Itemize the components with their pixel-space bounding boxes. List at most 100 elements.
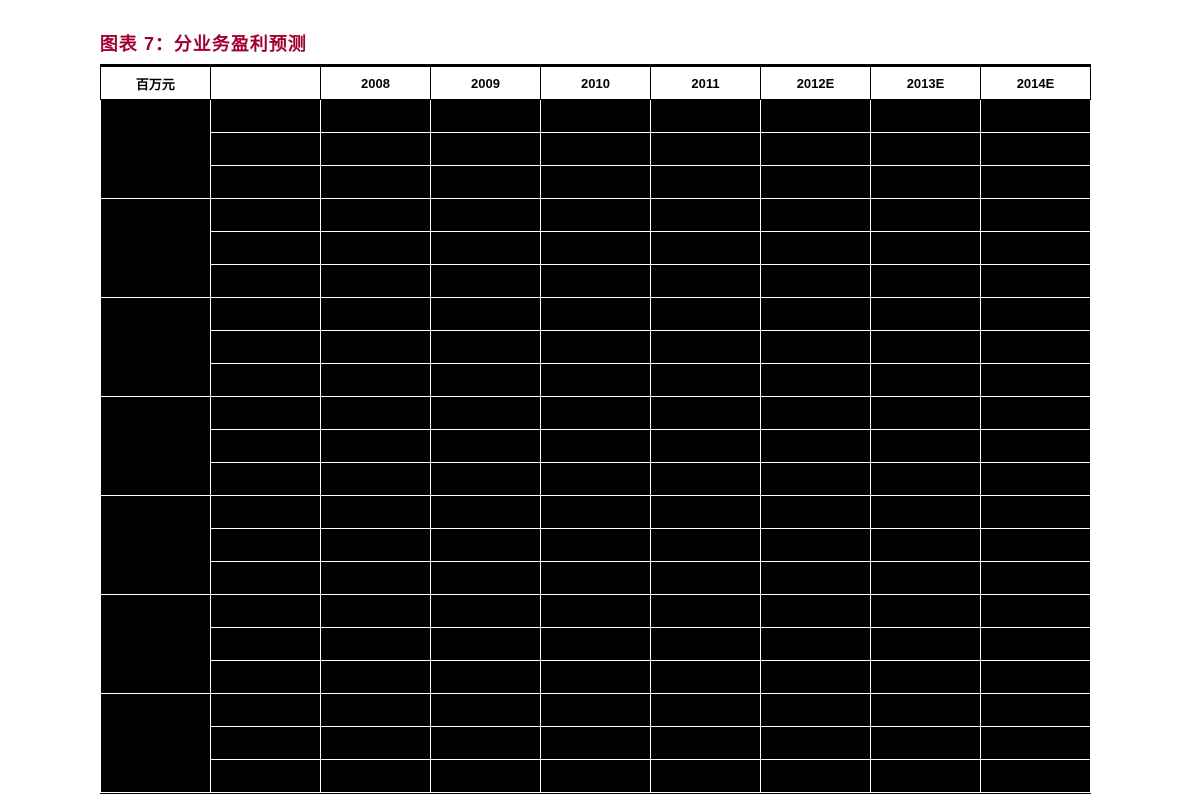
metric-cell	[211, 430, 321, 463]
value-cell	[871, 364, 981, 397]
table-row	[101, 628, 1091, 661]
header-row: 百万元 2008 2009 2010 2011 2012E 2013E 2014…	[101, 67, 1091, 100]
value-cell	[541, 496, 651, 529]
value-cell	[981, 331, 1091, 364]
value-cell	[981, 661, 1091, 694]
value-cell	[541, 694, 651, 727]
value-cell	[981, 727, 1091, 760]
value-cell	[651, 661, 761, 694]
metric-cell	[211, 331, 321, 364]
table-row	[101, 562, 1091, 595]
value-cell	[431, 727, 541, 760]
table-row	[101, 232, 1091, 265]
value-cell	[431, 529, 541, 562]
value-cell	[981, 463, 1091, 496]
group-cell	[101, 397, 211, 496]
value-cell	[761, 331, 871, 364]
table-row	[101, 496, 1091, 529]
table-row	[101, 331, 1091, 364]
value-cell	[321, 166, 431, 199]
group-cell	[101, 595, 211, 694]
value-cell	[541, 364, 651, 397]
value-cell	[871, 595, 981, 628]
col-header-metric	[211, 67, 321, 100]
value-cell	[431, 661, 541, 694]
value-cell	[541, 397, 651, 430]
table-row	[101, 100, 1091, 133]
value-cell	[431, 694, 541, 727]
value-cell	[981, 496, 1091, 529]
table-row	[101, 694, 1091, 727]
value-cell	[431, 133, 541, 166]
value-cell	[761, 529, 871, 562]
col-header-2012e: 2012E	[761, 67, 871, 100]
table-row	[101, 364, 1091, 397]
col-header-2011: 2011	[651, 67, 761, 100]
value-cell	[871, 727, 981, 760]
value-cell	[981, 562, 1091, 595]
value-cell	[871, 166, 981, 199]
value-cell	[431, 430, 541, 463]
table-row	[101, 298, 1091, 331]
value-cell	[651, 331, 761, 364]
value-cell	[431, 166, 541, 199]
group-cell	[101, 100, 211, 199]
value-cell	[321, 232, 431, 265]
value-cell	[651, 232, 761, 265]
col-header-2014e: 2014E	[981, 67, 1091, 100]
value-cell	[431, 463, 541, 496]
value-cell	[871, 100, 981, 133]
value-cell	[871, 694, 981, 727]
value-cell	[321, 760, 431, 793]
metric-cell	[211, 562, 321, 595]
value-cell	[761, 298, 871, 331]
value-cell	[981, 397, 1091, 430]
value-cell	[871, 562, 981, 595]
value-cell	[321, 529, 431, 562]
metric-cell	[211, 496, 321, 529]
value-cell	[981, 430, 1091, 463]
metric-cell	[211, 166, 321, 199]
value-cell	[761, 133, 871, 166]
value-cell	[541, 463, 651, 496]
table-row	[101, 727, 1091, 760]
value-cell	[871, 463, 981, 496]
value-cell	[981, 595, 1091, 628]
value-cell	[871, 430, 981, 463]
value-cell	[321, 463, 431, 496]
metric-cell	[211, 265, 321, 298]
value-cell	[431, 265, 541, 298]
col-header-2010: 2010	[541, 67, 651, 100]
table-row	[101, 661, 1091, 694]
value-cell	[981, 628, 1091, 661]
value-cell	[761, 562, 871, 595]
value-cell	[321, 430, 431, 463]
value-cell	[981, 199, 1091, 232]
table-row	[101, 397, 1091, 430]
value-cell	[981, 760, 1091, 793]
value-cell	[431, 232, 541, 265]
value-cell	[321, 628, 431, 661]
value-cell	[321, 661, 431, 694]
forecast-table-wrap: 百万元 2008 2009 2010 2011 2012E 2013E 2014…	[100, 64, 1091, 794]
value-cell	[761, 595, 871, 628]
value-cell	[541, 760, 651, 793]
value-cell	[761, 265, 871, 298]
col-header-2013e: 2013E	[871, 67, 981, 100]
value-cell	[651, 100, 761, 133]
value-cell	[431, 199, 541, 232]
metric-cell	[211, 232, 321, 265]
value-cell	[761, 463, 871, 496]
value-cell	[431, 331, 541, 364]
value-cell	[431, 298, 541, 331]
forecast-table: 百万元 2008 2009 2010 2011 2012E 2013E 2014…	[100, 66, 1091, 793]
value-cell	[431, 628, 541, 661]
value-cell	[651, 595, 761, 628]
metric-cell	[211, 364, 321, 397]
value-cell	[981, 232, 1091, 265]
value-cell	[981, 133, 1091, 166]
table-row	[101, 166, 1091, 199]
value-cell	[321, 595, 431, 628]
value-cell	[761, 661, 871, 694]
value-cell	[321, 397, 431, 430]
